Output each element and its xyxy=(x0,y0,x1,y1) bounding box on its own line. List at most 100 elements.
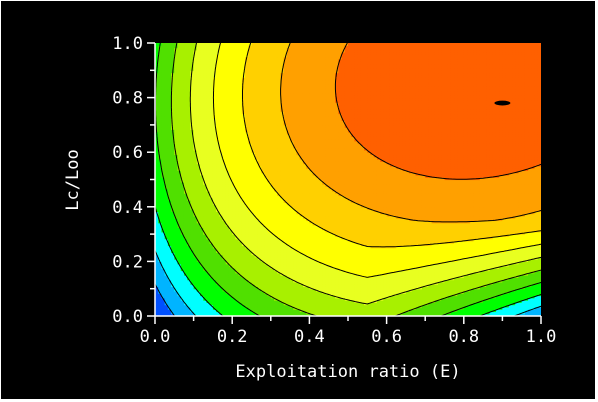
contour-cell xyxy=(232,49,237,53)
contour-cell xyxy=(274,124,278,128)
contour-cell xyxy=(277,265,282,269)
contour-cell xyxy=(206,206,211,210)
contour-cell xyxy=(177,293,182,297)
contour-cell xyxy=(206,170,211,174)
contour-cell xyxy=(180,104,185,108)
contour-cell xyxy=(155,156,159,160)
contour-cell xyxy=(219,56,224,60)
contour-cell xyxy=(270,43,275,46)
contour-cell xyxy=(267,58,272,62)
contour-cell xyxy=(187,229,191,233)
contour-cell xyxy=(238,115,243,119)
contour-cell xyxy=(164,45,169,49)
contour-cell xyxy=(228,63,233,67)
contour-cell xyxy=(196,90,201,94)
contour-cell xyxy=(167,220,172,224)
contour-cell xyxy=(180,256,185,260)
contour-cell xyxy=(164,243,169,247)
contour-cell xyxy=(180,259,185,263)
contour-cell xyxy=(212,154,217,158)
contour-cell xyxy=(183,77,188,81)
contour-cell xyxy=(209,149,214,153)
contour-cell xyxy=(177,304,182,308)
contour-cell xyxy=(155,225,159,228)
contour-cell xyxy=(277,234,282,237)
contour-cell xyxy=(283,245,288,249)
contour-cell xyxy=(228,170,233,174)
contour-cell xyxy=(245,88,249,92)
contour-cell xyxy=(187,218,191,222)
contour-cell xyxy=(241,202,246,206)
contour-cell xyxy=(212,277,217,281)
contour-cell xyxy=(180,302,185,306)
contour-cell xyxy=(167,179,172,183)
contour-cell xyxy=(171,111,175,115)
contour-cell xyxy=(187,284,191,288)
contour-cell xyxy=(193,77,198,81)
contour-cell xyxy=(155,93,159,96)
contour-cell xyxy=(183,195,188,199)
contour-cell xyxy=(257,211,262,215)
contour-cell xyxy=(235,306,240,310)
contour-cell xyxy=(225,70,230,74)
contour-cell xyxy=(277,268,282,272)
contour-cell xyxy=(177,65,182,69)
contour-cell xyxy=(277,225,282,228)
contour-cell xyxy=(161,186,166,190)
contour-cell xyxy=(264,293,269,297)
contour-cell xyxy=(261,284,265,288)
contour-cell xyxy=(235,277,240,281)
contour-cell xyxy=(238,311,243,315)
contour-cell xyxy=(196,170,201,174)
contour-cell xyxy=(257,161,262,165)
contour-cell xyxy=(277,86,282,90)
contour-cell xyxy=(225,265,230,269)
contour-cell xyxy=(225,240,230,244)
contour-cell xyxy=(209,306,214,310)
contour-cell xyxy=(161,231,166,235)
contour-cell xyxy=(167,284,172,288)
contour-cell xyxy=(206,138,211,142)
contour-cell xyxy=(183,288,188,292)
contour-cell xyxy=(270,120,275,124)
contour-cell xyxy=(209,131,214,135)
contour-cell xyxy=(267,54,272,58)
contour-cell xyxy=(193,124,198,128)
contour-cell xyxy=(167,77,172,81)
contour-cell xyxy=(222,284,227,288)
contour-cell xyxy=(280,152,285,156)
contour-cell xyxy=(161,290,166,294)
contour-cell xyxy=(209,174,214,178)
contour-cell xyxy=(222,99,227,103)
contour-cell xyxy=(274,238,278,242)
contour-cell xyxy=(193,93,198,96)
contour-cell xyxy=(280,131,285,135)
contour-cell xyxy=(251,181,256,185)
contour-cell xyxy=(187,304,191,308)
contour-cell xyxy=(270,156,275,160)
contour-cell xyxy=(190,102,195,106)
contour-cell xyxy=(251,270,256,274)
contour-cell xyxy=(254,252,259,256)
contour-cell xyxy=(190,136,195,140)
contour-cell xyxy=(264,231,269,235)
contour-cell xyxy=(248,118,253,121)
contour-cell xyxy=(228,181,233,185)
contour-cell xyxy=(222,49,227,53)
contour-cell xyxy=(280,204,285,208)
contour-cell xyxy=(180,122,185,126)
contour-cell xyxy=(200,279,204,283)
contour-cell xyxy=(238,270,243,274)
contour-cell xyxy=(206,95,211,99)
contour-cell xyxy=(238,188,243,192)
contour-cell xyxy=(274,190,278,194)
contour-cell xyxy=(267,261,272,265)
contour-cell xyxy=(228,293,233,297)
contour-cell xyxy=(251,49,256,53)
contour-cell xyxy=(232,186,237,190)
contour-cell xyxy=(219,127,224,131)
contour-cell xyxy=(183,83,188,87)
contour-cell xyxy=(235,115,240,119)
contour-cell xyxy=(245,263,249,267)
contour-cell xyxy=(206,188,211,192)
